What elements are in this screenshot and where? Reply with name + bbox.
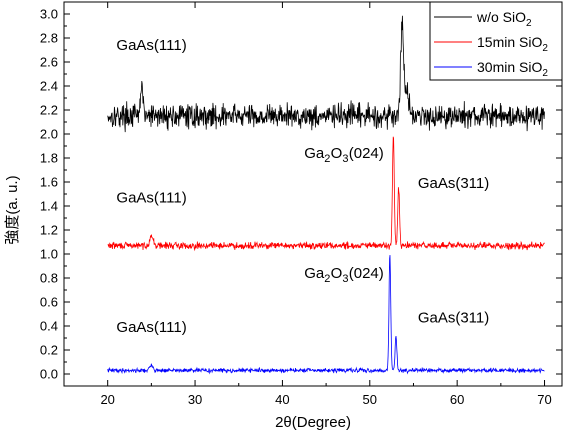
y-tick-label: 2.8 [40,31,58,46]
series-layer [107,15,545,375]
series-line-3 [107,255,545,375]
peak-annotation: GaAs(111) [116,37,186,54]
series-line-2 [107,136,545,252]
legend: w/o SiO2 15min SiO2 30min SiO2 [429,1,563,81]
peak-annotation: Ga2 O3 (024) [304,145,384,165]
legend-label-3: 30min SiO2 [477,59,548,79]
y-axis-title: 強度(a. u.) [4,175,21,244]
y-tick-label: 1.8 [40,151,58,166]
axes: 20 30 40 50 60 70 0.0 0.2 0.4 0.6 0.8 1.0 1.2 1.4 1.6 1… [40,1,563,407]
x-tick-label: 20 [100,392,114,407]
annotations: GaAs(111) GaAs(111) GaAs(111) GaAs(311) GaAs… [116,37,489,336]
peak-annotation: GaAs(311) [418,175,489,192]
peak-annotation: GaAs(111) [116,319,186,336]
y-tick-label: 1.4 [40,199,58,214]
y-tick-label: 3.0 [40,7,58,22]
y-tick-label: 0.6 [40,295,58,310]
y-tick-label: 2.4 [40,79,58,94]
legend-label-1: w/o SiO2 [476,9,532,29]
x-axis-title: 2θ(Degree) [275,414,351,431]
y-tick-label: 0.0 [40,367,58,382]
y-tick-label: 2.0 [40,127,58,142]
legend-label-2: 15min SiO2 [477,34,548,54]
y-tick-label: 1.0 [40,247,58,262]
peak-annotation: Ga2 O3 (024) [304,265,384,285]
x-tick-label: 60 [450,392,464,407]
y-tick-label: 1.6 [40,175,58,190]
y-tick-label: 0.4 [40,319,58,334]
y-tick-label: 1.2 [40,223,58,238]
x-tick-label: 30 [188,392,202,407]
y-tick-label: 0.8 [40,271,58,286]
y-tick-label: 2.2 [40,103,58,118]
peak-annotation: GaAs(311) [418,309,489,326]
x-tick-label: 40 [275,392,289,407]
peak-annotation: GaAs(111) [116,189,186,206]
x-tick-label: 50 [363,392,377,407]
series-line-1 [107,15,545,133]
y-tick-label: 0.2 [40,343,58,358]
x-tick-label: 70 [537,392,551,407]
y-tick-label: 2.6 [40,55,58,70]
